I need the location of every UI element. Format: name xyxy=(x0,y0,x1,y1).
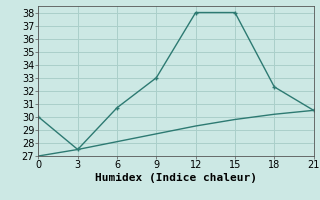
X-axis label: Humidex (Indice chaleur): Humidex (Indice chaleur) xyxy=(95,173,257,183)
